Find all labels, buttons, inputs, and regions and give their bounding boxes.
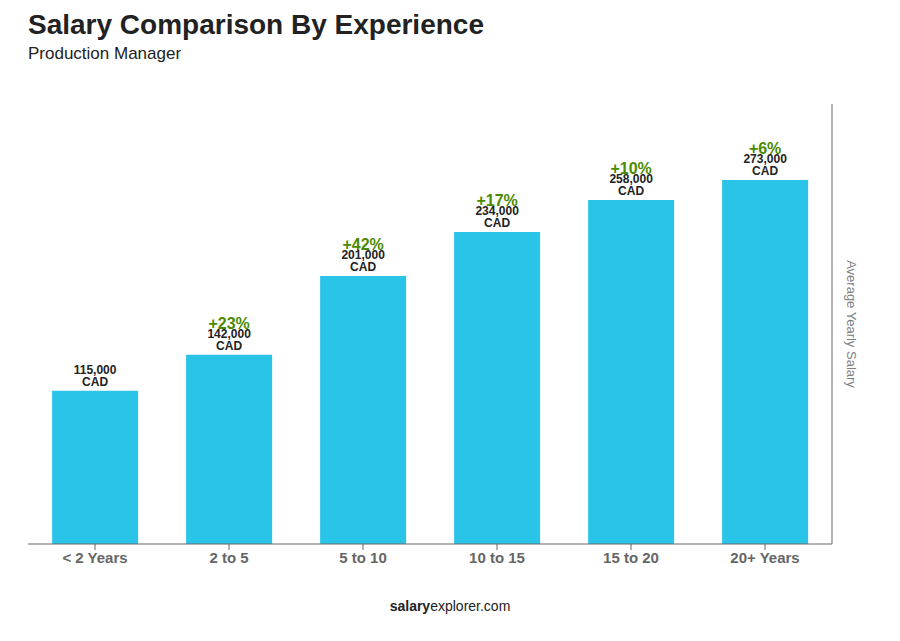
svg-text:115,000CAD: 115,000CAD	[74, 363, 117, 389]
svg-text:+10%: +10%	[610, 160, 651, 177]
svg-text:10 to 15: 10 to 15	[469, 549, 525, 566]
svg-text:+23%: +23%	[208, 315, 249, 332]
svg-text:2 to 5: 2 to 5	[209, 549, 248, 566]
svg-text:15 to 20: 15 to 20	[603, 549, 659, 566]
svg-text:5 to 10: 5 to 10	[339, 549, 387, 566]
svg-text:< 2 Years: < 2 Years	[62, 549, 127, 566]
svg-text:+6%: +6%	[749, 140, 781, 157]
svg-text:+42%: +42%	[342, 236, 383, 253]
svg-text:+17%: +17%	[476, 192, 517, 209]
svg-text:20+ Years: 20+ Years	[730, 549, 799, 566]
svg-text:Average Yearly Salary: Average Yearly Salary	[844, 260, 859, 388]
